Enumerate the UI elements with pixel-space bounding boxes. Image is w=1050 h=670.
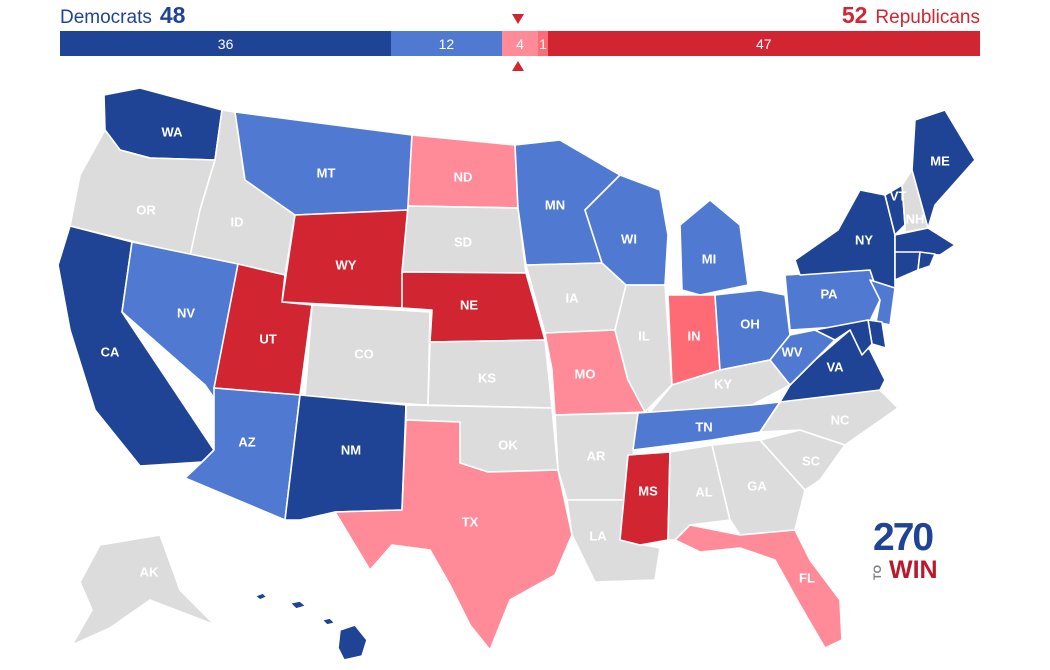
bar-segment-lean-dem[interactable]: 12 (391, 31, 502, 56)
state-label-mi: MI (702, 251, 716, 266)
state-label-wi: WI (621, 231, 637, 246)
state-label-ut: UT (259, 331, 276, 346)
state-ms[interactable] (619, 451, 671, 546)
state-label-il: IL (638, 328, 650, 343)
state-label-id: ID (231, 214, 244, 229)
state-label-pa: PA (820, 286, 838, 301)
state-nv[interactable] (121, 241, 239, 399)
state-label-nv: NV (177, 305, 195, 320)
state-label-nm: NM (341, 442, 361, 457)
logo-number: 270 (873, 516, 934, 559)
democrats-seat-count: 48 (159, 2, 186, 28)
state-ak[interactable] (71, 534, 216, 646)
state-label-la: LA (589, 528, 607, 543)
state-tx[interactable] (334, 419, 573, 651)
state-mi[interactable] (679, 199, 749, 296)
state-ri[interactable] (917, 251, 936, 271)
bar-segment-safe-rep[interactable]: 47 (547, 31, 980, 56)
republicans-label: Republicans (875, 7, 980, 28)
state-label-mn: MN (545, 197, 565, 212)
state-hi[interactable] (254, 592, 368, 661)
state-label-ak: AK (140, 564, 159, 579)
state-label-mo: MO (575, 366, 596, 381)
state-label-az: AZ (238, 434, 255, 449)
republicans-total-header: 52 Republicans (842, 2, 980, 29)
bar-segment-tilt-rep[interactable]: 1 (538, 31, 548, 56)
state-label-ok: OK (498, 437, 518, 452)
state-sc[interactable] (759, 429, 846, 491)
270towin-logo[interactable]: 270 TO WIN (872, 516, 943, 584)
state-label-ky: KY (714, 376, 732, 391)
state-label-nd: ND (454, 169, 473, 184)
state-label-or: OR (136, 202, 156, 217)
state-label-in: IN (688, 328, 701, 343)
state-ma[interactable] (894, 227, 956, 256)
logo-to: TO (872, 564, 884, 580)
state-ct[interactable] (894, 251, 921, 281)
state-label-ca: CA (101, 344, 120, 359)
bar-segment-safe-dem[interactable]: 36 (60, 31, 392, 56)
state-nm[interactable] (284, 394, 407, 521)
state-label-va: VA (826, 359, 844, 374)
state-label-wv: WV (782, 344, 803, 359)
state-fl[interactable] (674, 524, 843, 649)
state-label-ny: NY (855, 232, 873, 247)
state-label-nc: NC (831, 412, 850, 427)
state-label-mt: MT (317, 165, 336, 180)
state-label-sd: SD (454, 234, 472, 249)
state-label-ar: AR (587, 448, 606, 463)
logo-win: WIN (889, 556, 938, 584)
state-label-al: AL (695, 484, 712, 499)
state-label-co: CO (354, 346, 374, 361)
state-label-me: ME (930, 153, 950, 168)
state-label-ga: GA (747, 478, 767, 493)
state-label-oh: OH (740, 316, 760, 331)
state-label-ms: MS (638, 483, 658, 498)
state-label-hi: HI (316, 638, 329, 653)
democrats-total-header: Democrats 48 (60, 2, 185, 29)
state-label-nh: NH (906, 211, 925, 226)
republicans-seat-count: 52 (841, 2, 868, 28)
state-label-ne: NE (460, 297, 478, 312)
state-wi[interactable] (584, 174, 669, 286)
state-label-tn: TN (695, 419, 712, 434)
majority-marker-bottom-icon (512, 61, 524, 71)
state-label-fl: FL (799, 570, 815, 585)
state-label-ia: IA (566, 290, 580, 305)
state-label-vt: VT (890, 188, 907, 203)
state-label-sc: SC (802, 453, 821, 468)
bar-segment-lean-rep[interactable]: 4 (501, 31, 539, 56)
state-label-wy: WY (336, 257, 357, 272)
majority-marker-top-icon (512, 14, 524, 24)
state-label-wa: WA (162, 124, 184, 139)
state-label-tx: TX (462, 514, 479, 529)
seat-balance-bar: 36 12 4 1 47 (60, 31, 980, 56)
democrats-label: Democrats (60, 7, 152, 28)
state-label-ks: KS (478, 370, 496, 385)
state-md[interactable] (814, 319, 873, 356)
